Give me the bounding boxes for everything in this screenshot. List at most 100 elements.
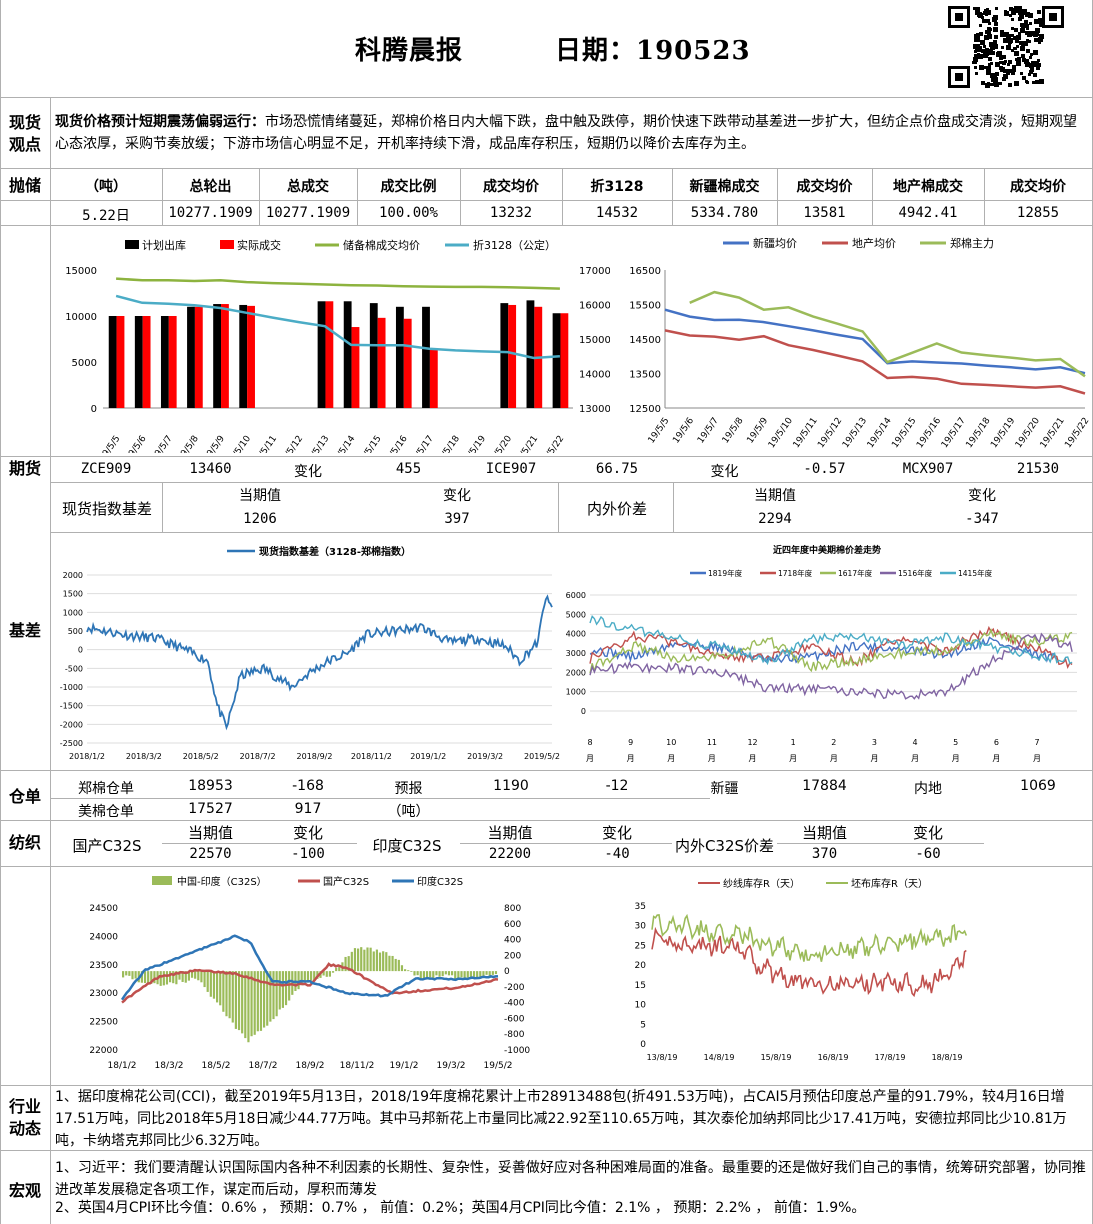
io-change-header: 变化 <box>968 488 996 504</box>
reserve-value-7: 13581 <box>803 205 846 221</box>
qr-module <box>1017 57 1021 61</box>
qr-module <box>1029 70 1033 74</box>
x-tick-unit: 月 <box>1033 754 1041 763</box>
bar-china-india-diff <box>269 971 272 1022</box>
bar-china-india-diff <box>485 971 488 975</box>
bar-actual <box>168 316 177 408</box>
report-title: 科腾晨报 <box>355 36 464 66</box>
y-tick: 35 <box>635 902 646 912</box>
basis-change-value: 397 <box>444 511 470 527</box>
domestic-current-value: 22570 <box>189 846 232 862</box>
series-india-c32s <box>120 934 499 1001</box>
qr-module <box>1006 45 1011 50</box>
bar-china-india-diff <box>190 971 194 978</box>
bar-china-india-diff <box>284 971 288 1006</box>
spot-index-basis-label: 现货指数基差 <box>61 500 152 518</box>
qr-module <box>1004 32 1009 37</box>
qr-module <box>990 83 993 86</box>
bar-china-india-diff <box>425 971 429 979</box>
reserve-chart: 计划出库 实际成交 储备棉成交均价 折3128（公定） 15000 10000 5000 0 1… <box>65 238 610 453</box>
y-tick: 25 <box>635 941 646 951</box>
qr-module <box>1000 30 1004 34</box>
warehouse-r1-7: 17884 <box>802 778 847 794</box>
futures-cell-3: 455 <box>395 461 422 477</box>
x-tick-unit: 月 <box>586 754 594 763</box>
qr-module <box>1009 41 1012 44</box>
y-tick: 2000 <box>566 668 586 677</box>
series-basis <box>86 594 553 731</box>
legend-label: 纱线库存R（天） <box>723 877 800 890</box>
bar-china-india-diff <box>128 971 131 976</box>
y-tick: 0 <box>581 707 586 716</box>
y-tick-left: 10000 <box>65 312 97 323</box>
yarn-price-chart: 中国-印度（C32S） 国产C32S 印度C32S 24500 24000 23500 23… <box>89 875 530 1071</box>
bar-china-india-diff <box>357 948 360 972</box>
legend-swatch <box>125 240 139 249</box>
y-tick-right: 14000 <box>579 370 610 381</box>
qr-module <box>1033 32 1038 37</box>
bar-china-india-diff <box>310 971 313 981</box>
bar-china-india-diff <box>476 971 479 978</box>
bar-plan <box>343 301 352 408</box>
y-tick: 1000 <box>566 688 586 697</box>
bar-china-india-diff <box>241 971 244 1034</box>
bar-china-india-diff <box>488 971 491 978</box>
qr-module <box>1001 46 1004 49</box>
x-tick-unit: 月 <box>789 754 797 763</box>
bar-china-india-diff <box>169 971 172 983</box>
legend-label: 1516年度 <box>898 568 933 578</box>
basis-current-header: 当期值 <box>239 488 281 504</box>
y2-tick: 0 <box>504 967 510 977</box>
bar-china-india-diff <box>216 971 219 1003</box>
reserve-value-2: 10277.1909 <box>265 205 351 221</box>
bar-china-india-diff <box>125 971 128 976</box>
qr-module <box>984 9 987 12</box>
reserve-header-5: 折3128 <box>590 179 644 195</box>
macro-line-2: 2、英国4月CPI环比今值：0.6% ， 预期：0.7% ， 前值：0.2%；英… <box>55 1200 866 1216</box>
warehouse-r1-1: 18953 <box>188 778 233 794</box>
industry-text: 1、据印度棉花公司(CCI)，截至2019年5月13日，2018/19年度棉花累… <box>55 1089 1067 1149</box>
qr-module <box>985 83 990 88</box>
x-tick: 2018/3/2 <box>126 752 162 761</box>
bar-china-india-diff <box>131 971 134 980</box>
x-tick: 19/5/15 <box>356 434 384 453</box>
qr-module <box>1022 58 1026 62</box>
series-yarn-inventory <box>651 926 967 998</box>
reserve-header-8: 地产棉成交 <box>893 179 963 195</box>
io-change-value: -347 <box>965 511 999 527</box>
india-current-value: 22200 <box>488 846 532 862</box>
x-tick: 18/9/2 <box>296 1061 325 1071</box>
legend-label: 郑棉主力 <box>950 236 994 250</box>
y-tick: -1000 <box>60 683 83 692</box>
qr-module <box>986 71 990 75</box>
qr-module <box>976 44 980 48</box>
legend-swatch <box>220 240 234 249</box>
bar-actual <box>247 305 255 408</box>
futures-cell-1: 13460 <box>189 461 232 477</box>
y-tick-left: 0 <box>91 404 97 415</box>
y-tick: 23500 <box>89 961 118 971</box>
qr-module <box>1002 61 1006 65</box>
qr-module <box>990 75 993 78</box>
bar-plan <box>213 304 222 408</box>
futures-cell-8: MCX907 <box>902 461 954 477</box>
warehouse-r2-2: 917 <box>294 801 322 817</box>
qr-module <box>986 10 991 15</box>
bar-china-india-diff <box>122 971 125 978</box>
qr-module <box>1008 60 1012 64</box>
bar-actual <box>142 316 151 408</box>
reserve-value-3: 100.00% <box>378 205 438 221</box>
qr-module <box>993 77 998 82</box>
qr-module <box>1018 10 1023 15</box>
bar-china-india-diff <box>397 959 400 972</box>
reserve-col-divider <box>460 168 461 225</box>
qr-module <box>1034 19 1039 24</box>
bar-china-india-diff <box>441 971 444 977</box>
series-local <box>664 329 1086 395</box>
bar-china-india-diff <box>422 971 425 980</box>
spot-view-label: 现货观点 <box>8 113 41 154</box>
bar-china-india-diff <box>197 971 200 981</box>
io-current-header: 当期值 <box>754 488 796 504</box>
qr-module <box>1026 27 1029 30</box>
qr-module <box>1033 50 1038 55</box>
